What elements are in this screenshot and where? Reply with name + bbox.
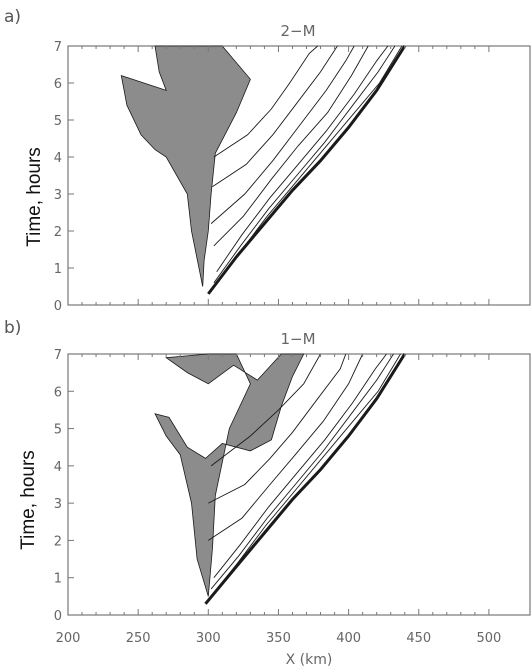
plot-frame [67, 353, 531, 616]
contour-line [208, 353, 347, 504]
panel-2m: a) 2−M Time, hours 0 1 2 3 4 5 6 7 [4, 7, 531, 314]
front-edge [207, 45, 406, 295]
x-tick-label: 300 [196, 631, 221, 646]
x-tick-label: 450 [406, 631, 431, 646]
y-tick-label: 7 [54, 40, 62, 55]
contour-line [210, 353, 321, 467]
y-tick-label: 2 [54, 534, 62, 549]
contour-line [213, 45, 369, 247]
contour-line [212, 45, 338, 187]
contour-line [208, 353, 364, 541]
contour-line [210, 45, 355, 224]
y-tick-label: 4 [54, 460, 62, 475]
contour-line [216, 45, 389, 272]
shaded-region [154, 353, 305, 597]
panel-b-ylabel: Time, hours [18, 450, 39, 550]
y-tick-label: 5 [54, 423, 62, 438]
y-tick-label: 7 [54, 348, 62, 363]
y-tick-label: 4 [54, 151, 62, 166]
panel-a-plot [67, 45, 531, 306]
shaded-region [120, 45, 251, 287]
y-tick-label: 6 [54, 385, 62, 400]
y-tick-label: 0 [54, 299, 62, 314]
panel-b-xlabel: X (km) [286, 652, 333, 668]
y-tick-label: 1 [54, 262, 62, 277]
contour-line [213, 45, 318, 158]
y-tick-label: 3 [54, 497, 62, 512]
y-tick-label: 2 [54, 225, 62, 240]
x-tick-label: 250 [126, 631, 151, 646]
plot-frame [67, 45, 531, 306]
panel-a-letter: a) [4, 7, 21, 27]
y-tick-label: 1 [54, 572, 62, 587]
panel-b-xticks: 200 250 300 350 400 450 500 [56, 631, 502, 646]
y-tick-label: 0 [54, 609, 62, 624]
panel-1m: b) 1−M Time, hours 0 1 2 3 4 5 6 7 200 250 300 350… [4, 318, 531, 668]
panel-b-plot [67, 353, 531, 616]
y-tick-label: 3 [54, 188, 62, 203]
x-tick-label: 200 [56, 631, 81, 646]
panel-b-yticks: 0 1 2 3 4 5 6 7 [54, 348, 62, 624]
contour-line [210, 353, 394, 590]
front-edge [204, 353, 406, 605]
panel-a-yticks: 0 1 2 3 4 5 6 7 [54, 40, 62, 314]
y-tick-label: 5 [54, 114, 62, 129]
panel-a-ylabel: Time, hours [24, 147, 45, 247]
y-tick-label: 6 [54, 77, 62, 92]
panel-b-title: 1−M [280, 330, 315, 348]
panel-a-title: 2−M [280, 22, 315, 40]
panel-b-letter: b) [4, 318, 21, 338]
contour-line [213, 45, 396, 284]
x-tick-label: 350 [266, 631, 291, 646]
contour-line [207, 353, 401, 601]
x-tick-label: 400 [336, 631, 361, 646]
contour-line [213, 353, 387, 578]
x-tick-label: 500 [476, 631, 501, 646]
